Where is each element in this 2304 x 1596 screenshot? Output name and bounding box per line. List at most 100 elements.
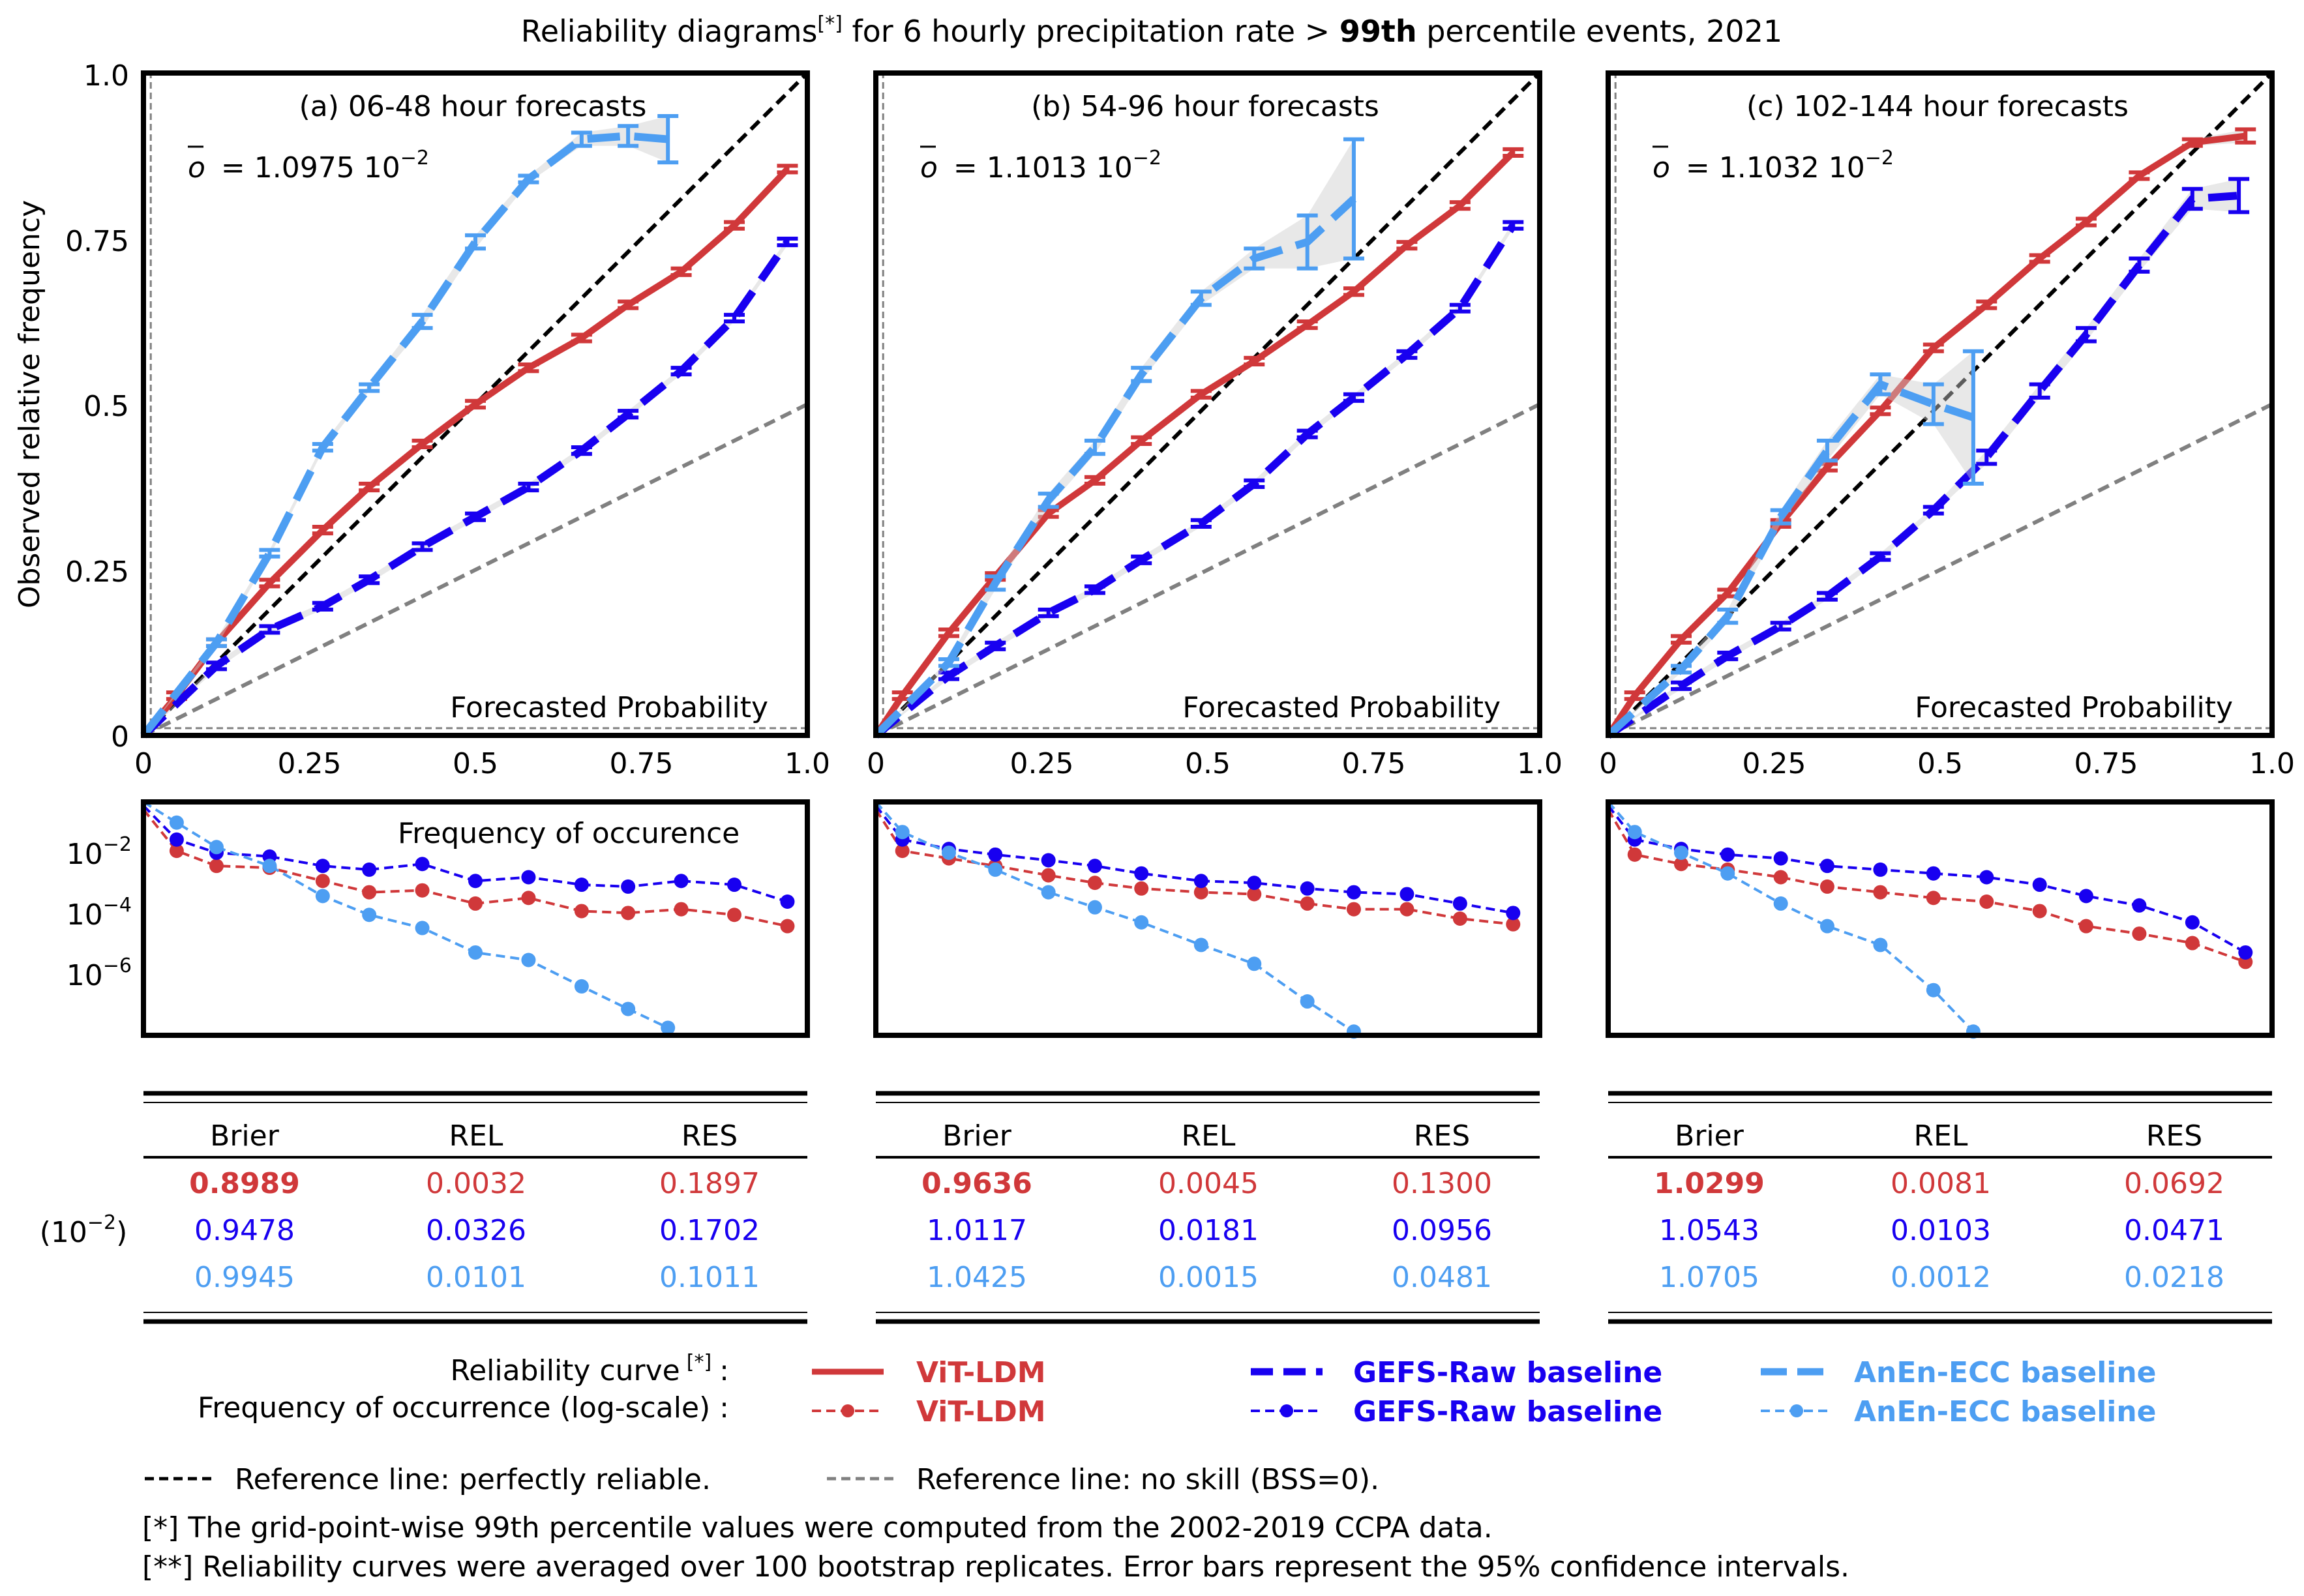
gefs-error-bar: [1770, 621, 1791, 632]
anen-frequency-marker: [1300, 994, 1315, 1009]
legend-gefs-label: GEFS-Raw baseline: [1353, 1356, 1662, 1389]
table-cell: 0.0032: [426, 1167, 526, 1200]
log-tick-label: 10−2: [67, 833, 132, 871]
gefs-error-bar: [938, 670, 959, 681]
anen-frequency-marker: [895, 825, 910, 840]
table-cell: 1.0117: [927, 1214, 1027, 1247]
vit-frequency-marker: [1506, 917, 1521, 932]
anen-error-bar: [571, 130, 592, 148]
anen-frequency-marker: [1193, 938, 1208, 953]
gefs-error-bar: [724, 312, 745, 323]
anen-error-bar: [1296, 213, 1318, 271]
gefs-error-bar: [1244, 478, 1265, 489]
table-header: RES: [681, 1119, 738, 1153]
gefs-frequency-marker: [169, 832, 184, 847]
gefs-error-bar: [1503, 220, 1524, 231]
table-header: REL: [1182, 1119, 1236, 1153]
vit-frequency-marker: [521, 891, 536, 906]
legend-vit-freq-label: ViT-LDM: [916, 1395, 1046, 1428]
x-tick-label: 0.75: [1342, 747, 1406, 780]
anen-error-bar: [1084, 438, 1105, 456]
gefs-frequency-marker: [2238, 945, 2253, 960]
y-axis-label: Observed relative frequency: [13, 200, 46, 608]
anen-error-bar: [1343, 137, 1364, 261]
gefs-frequency-marker: [1819, 859, 1834, 874]
reliability-plot-frame: [1606, 70, 2275, 738]
no-skill-line: [142, 402, 809, 737]
vit-frequency-marker: [2032, 904, 2047, 919]
vit-error-bar: [1396, 240, 1418, 251]
y-tick-labels: 0 0.25 0.5 0.75 1.0: [65, 59, 129, 754]
panel-title: (c) 102-144 hour forecasts: [1746, 90, 2129, 123]
anen-frequency-marker: [1247, 956, 1262, 971]
table-cell: 0.0326: [426, 1214, 526, 1247]
legend-ref-perfect-label: Reference line: perfectly reliable.: [235, 1463, 711, 1496]
x-tick-label: 0: [867, 747, 885, 780]
anen-error-bar: [1717, 607, 1739, 625]
vit-frequency-curve: [1607, 808, 2246, 964]
perfect-reliability-line: [874, 71, 1542, 737]
vit-error-bar: [359, 481, 380, 493]
vit-error-bar: [1038, 508, 1059, 519]
legend-anen-label: AnEn-ECC baseline: [1854, 1356, 2157, 1389]
obar-value: = 1.1032 10: [1677, 151, 1865, 185]
anen-frequency-marker: [1041, 885, 1056, 900]
vit-error-bar: [2129, 170, 2150, 181]
vit-error-bar: [777, 164, 798, 175]
vit-error-bar: [518, 362, 539, 374]
anen-error-bar: [985, 574, 1006, 592]
gefs-frequency-marker: [674, 874, 689, 889]
gefs-error-bar: [670, 366, 692, 377]
anen-error-bar: [205, 637, 227, 648]
table-cell: 0.9636: [921, 1167, 1032, 1200]
gefs-frequency-marker: [2132, 898, 2147, 913]
log-tick-label: 10−6: [67, 954, 132, 992]
table-cell: 1.0543: [1659, 1214, 1759, 1247]
vit-frequency-marker: [415, 883, 430, 898]
anen-frequency-curve: [142, 801, 669, 1029]
anen-frequency-marker: [169, 815, 184, 830]
vit-frequency-marker: [1627, 847, 1642, 862]
anen-confidence-band: [143, 116, 668, 736]
gefs-error-bar: [1670, 680, 1692, 691]
panel-title: (a) 06-48 hour forecasts: [299, 90, 647, 123]
x-tick-label: 0.25: [1743, 747, 1806, 780]
gefs-error-bar: [777, 237, 798, 248]
vit-frequency-marker: [1193, 885, 1208, 900]
anen-frequency-marker: [1627, 825, 1642, 840]
gefs-frequency-marker: [2078, 889, 2093, 904]
gefs-reliability-curve: [140, 239, 791, 739]
anen-frequency-marker: [1720, 866, 1735, 881]
x-tick-label: 0.75: [2074, 747, 2138, 780]
obar-label: o = 1.0975 10−2: [188, 147, 429, 185]
table-cell: 0.0101: [426, 1261, 526, 1294]
anen-reliability-curve: [873, 196, 1357, 739]
y-tick-label: 1.0: [83, 59, 129, 93]
gefs-error-bar: [1396, 349, 1418, 360]
vit-frequency-curve: [142, 808, 788, 928]
obar-label: o = 1.1032 10−2: [1653, 147, 1894, 185]
gefs-error-bar: [465, 511, 486, 522]
table-cell: 0.1702: [659, 1214, 760, 1247]
anen-reliability-curve: [1605, 380, 1975, 739]
table-header: RES: [2146, 1119, 2202, 1153]
vit-frequency-marker: [209, 859, 224, 874]
vit-error-bar: [2235, 127, 2256, 145]
gefs-error-bar: [518, 481, 539, 493]
legend: Reliability curve [*]: Frequency of occur…: [145, 1351, 2157, 1496]
anen-error-bar: [259, 548, 280, 559]
gefs-frequency-marker: [621, 879, 636, 894]
gefs-frequency-marker: [1720, 847, 1735, 862]
anen-error-bar: [1922, 382, 1944, 426]
no-skill-line: [875, 402, 1541, 737]
anen-frequency-marker: [941, 845, 956, 860]
vit-frequency-curve: [875, 808, 1514, 926]
vit-frequency-marker: [315, 874, 330, 889]
vit-frequency-marker: [1134, 881, 1149, 896]
vit-frequency-marker: [1819, 879, 1834, 894]
gefs-error-bar: [259, 624, 280, 635]
legend-anen-freq-marker: [1790, 1404, 1803, 1417]
gefs-frequency-curve: [875, 805, 1514, 915]
x-tick-label: 1.0: [2249, 747, 2295, 780]
